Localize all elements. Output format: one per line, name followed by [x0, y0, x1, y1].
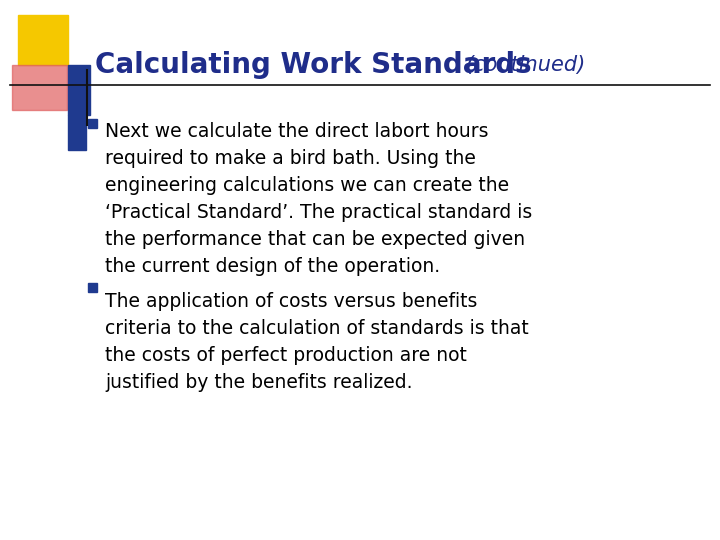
- Bar: [68, 65, 90, 115]
- Bar: [12, 65, 67, 110]
- Bar: [88, 283, 97, 292]
- Text: engineering calculations we can create the: engineering calculations we can create t…: [105, 176, 509, 195]
- Text: (continued): (continued): [465, 55, 585, 75]
- Text: Next we calculate the direct labort hours: Next we calculate the direct labort hour…: [105, 122, 488, 141]
- Bar: [88, 119, 97, 128]
- Text: criteria to the calculation of standards is that: criteria to the calculation of standards…: [105, 319, 528, 338]
- Bar: [68, 115, 86, 150]
- Text: Calculating Work Standards: Calculating Work Standards: [95, 51, 531, 79]
- Text: justified by the benefits realized.: justified by the benefits realized.: [105, 373, 413, 392]
- Text: required to make a bird bath. Using the: required to make a bird bath. Using the: [105, 149, 476, 168]
- Text: The application of costs versus benefits: The application of costs versus benefits: [105, 292, 477, 311]
- Text: the current design of the operation.: the current design of the operation.: [105, 257, 440, 276]
- Text: ‘Practical Standard’. The practical standard is: ‘Practical Standard’. The practical stan…: [105, 203, 532, 222]
- Text: the costs of perfect production are not: the costs of perfect production are not: [105, 346, 467, 365]
- Text: the performance that can be expected given: the performance that can be expected giv…: [105, 230, 525, 249]
- Bar: [18, 15, 68, 65]
